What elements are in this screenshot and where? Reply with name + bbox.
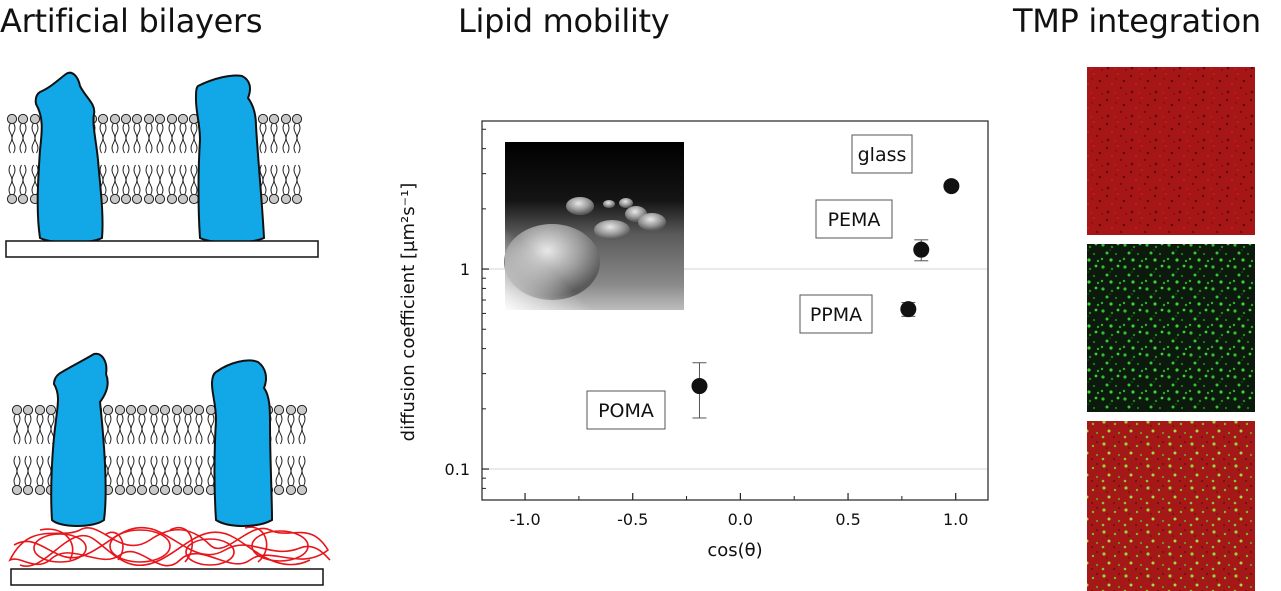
x-ticks: -1.0 -0.5 0.0 0.5 1.0 xyxy=(509,493,968,529)
protein-left-bottom xyxy=(50,352,109,527)
point-label-pema: PEMA xyxy=(828,209,881,231)
diffusion-chart: -1.0 -0.5 0.0 0.5 1.0 0.11 POMAPPMAPEMAglass… xyxy=(398,120,989,561)
point-label-box xyxy=(586,390,666,430)
y-tick-label: 0.1 xyxy=(445,460,470,479)
point-label-poma: POMA xyxy=(598,400,654,422)
data-point-ppma xyxy=(900,301,917,318)
x-tick-label: 0.0 xyxy=(728,510,753,529)
micrograph-merged xyxy=(1087,421,1255,591)
data-point-poma xyxy=(691,378,708,395)
middle-panel-title: Lipid mobility xyxy=(458,2,670,40)
left-panel-title: Artificial bilayers xyxy=(0,2,263,40)
x-tick-label: 0.5 xyxy=(835,510,860,529)
protein-right-top xyxy=(194,74,266,244)
afm-inset xyxy=(504,142,684,310)
y-axis-label: diffusion coefficient [µm²s⁻¹] xyxy=(398,183,419,442)
data-point-glass xyxy=(943,178,960,195)
protein-left-top xyxy=(34,71,104,244)
glass-substrate-bottom xyxy=(10,568,324,586)
protein-shape xyxy=(210,359,274,527)
x-tick-label: -1.0 xyxy=(509,510,540,529)
data-point-pema xyxy=(913,241,930,258)
protein-shape xyxy=(50,352,109,527)
polymer-cushion xyxy=(8,526,331,568)
point-label-glass: glass xyxy=(858,144,907,166)
protein-right-bottom xyxy=(210,359,274,527)
right-panel-title: TMP integration xyxy=(1013,2,1261,40)
glass-substrate-top xyxy=(5,240,319,258)
point-label-box xyxy=(851,134,913,174)
micrograph-green-channel xyxy=(1087,244,1255,412)
plot-frame xyxy=(481,120,989,501)
data-points: POMA PPMA PEMA glass xyxy=(586,134,960,430)
x-tick-label: -0.5 xyxy=(617,510,648,529)
protein-shape xyxy=(34,71,104,244)
point-label-box xyxy=(799,294,873,334)
y-tick-label: 1 xyxy=(460,260,470,279)
micrograph-red-channel xyxy=(1087,67,1255,235)
point-label-ppma: PPMA xyxy=(810,304,862,326)
point-label-box xyxy=(815,199,893,239)
y-ticks: 0.11 xyxy=(445,128,489,501)
x-tick-label: 1.0 xyxy=(943,510,968,529)
protein-shape xyxy=(194,74,266,244)
x-axis-label: cos(θ) xyxy=(707,540,762,561)
